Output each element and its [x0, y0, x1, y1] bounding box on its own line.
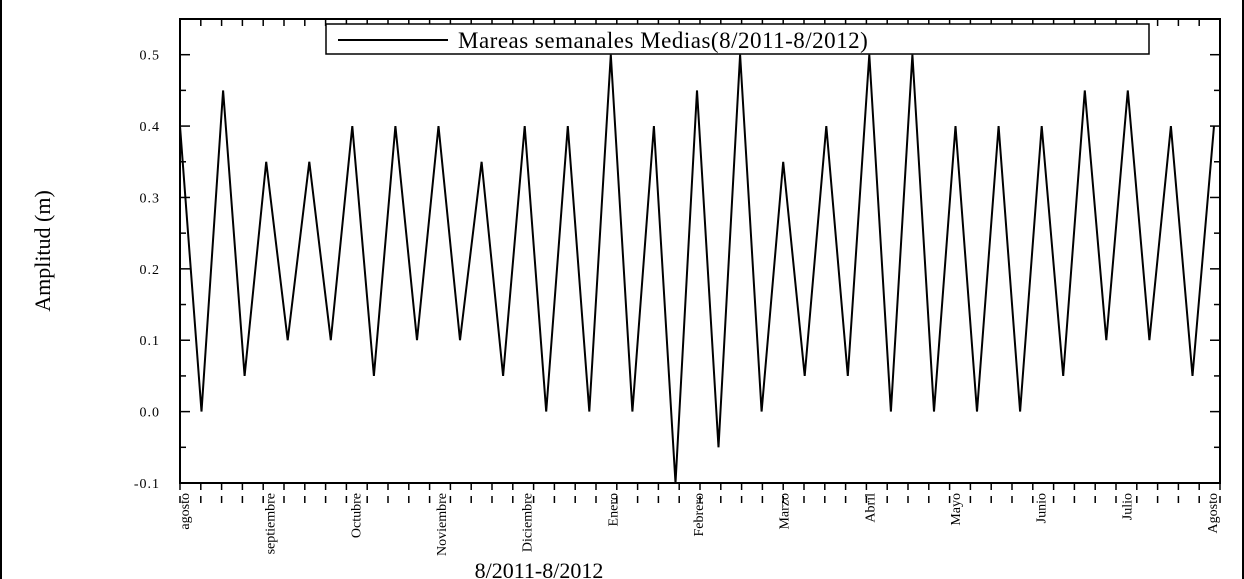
- y-tick-label: 0.2: [140, 263, 161, 278]
- x-tick-label: Agosto: [1206, 493, 1221, 533]
- x-axis-title: 8/2011-8/2012: [475, 558, 604, 579]
- x-tick-label: Octubre: [349, 493, 364, 538]
- x-tick-label: Diciembre: [521, 493, 536, 552]
- x-tick-label: agosto: [178, 493, 193, 530]
- x-tick-label: Abril: [863, 493, 878, 523]
- x-tick-label: Febrero: [692, 493, 707, 537]
- x-tick-label: Noviembre: [435, 493, 450, 556]
- x-tick-label: Mayo: [949, 493, 964, 526]
- plot-area-border: [179, 18, 1221, 484]
- x-tick-label: Julio: [1120, 493, 1135, 520]
- legend-label: Mareas semanales Medias(8/2011-8/2012): [458, 28, 868, 53]
- y-tick-label: 0.4: [140, 120, 161, 135]
- x-tick-label: Marzo: [778, 493, 793, 530]
- y-axis: -0.1 0.0 0.1 0.2 0.3 0.4 0.5: [134, 18, 1220, 492]
- legend: Mareas semanales Medias(8/2011-8/2012): [325, 23, 1150, 55]
- y-axis-title: Amplitud (m): [30, 190, 55, 312]
- series-line: [179, 54, 1215, 484]
- y-tick-label: -0.1: [134, 477, 160, 492]
- y-tick-label: 0.5: [140, 49, 161, 64]
- x-tick-label: septiembre: [264, 493, 279, 554]
- x-tick-label: Junio: [1035, 493, 1050, 523]
- legend-box: [325, 23, 1150, 55]
- x-tick-label: Enero: [606, 493, 621, 526]
- y-tick-label: 0.0: [140, 406, 161, 421]
- y-tick-label: 0.3: [140, 191, 161, 206]
- x-axis: agosto septiembre Octubre Noviembre Diciembr…: [178, 19, 1221, 556]
- y-tick-label: 0.1: [140, 334, 161, 349]
